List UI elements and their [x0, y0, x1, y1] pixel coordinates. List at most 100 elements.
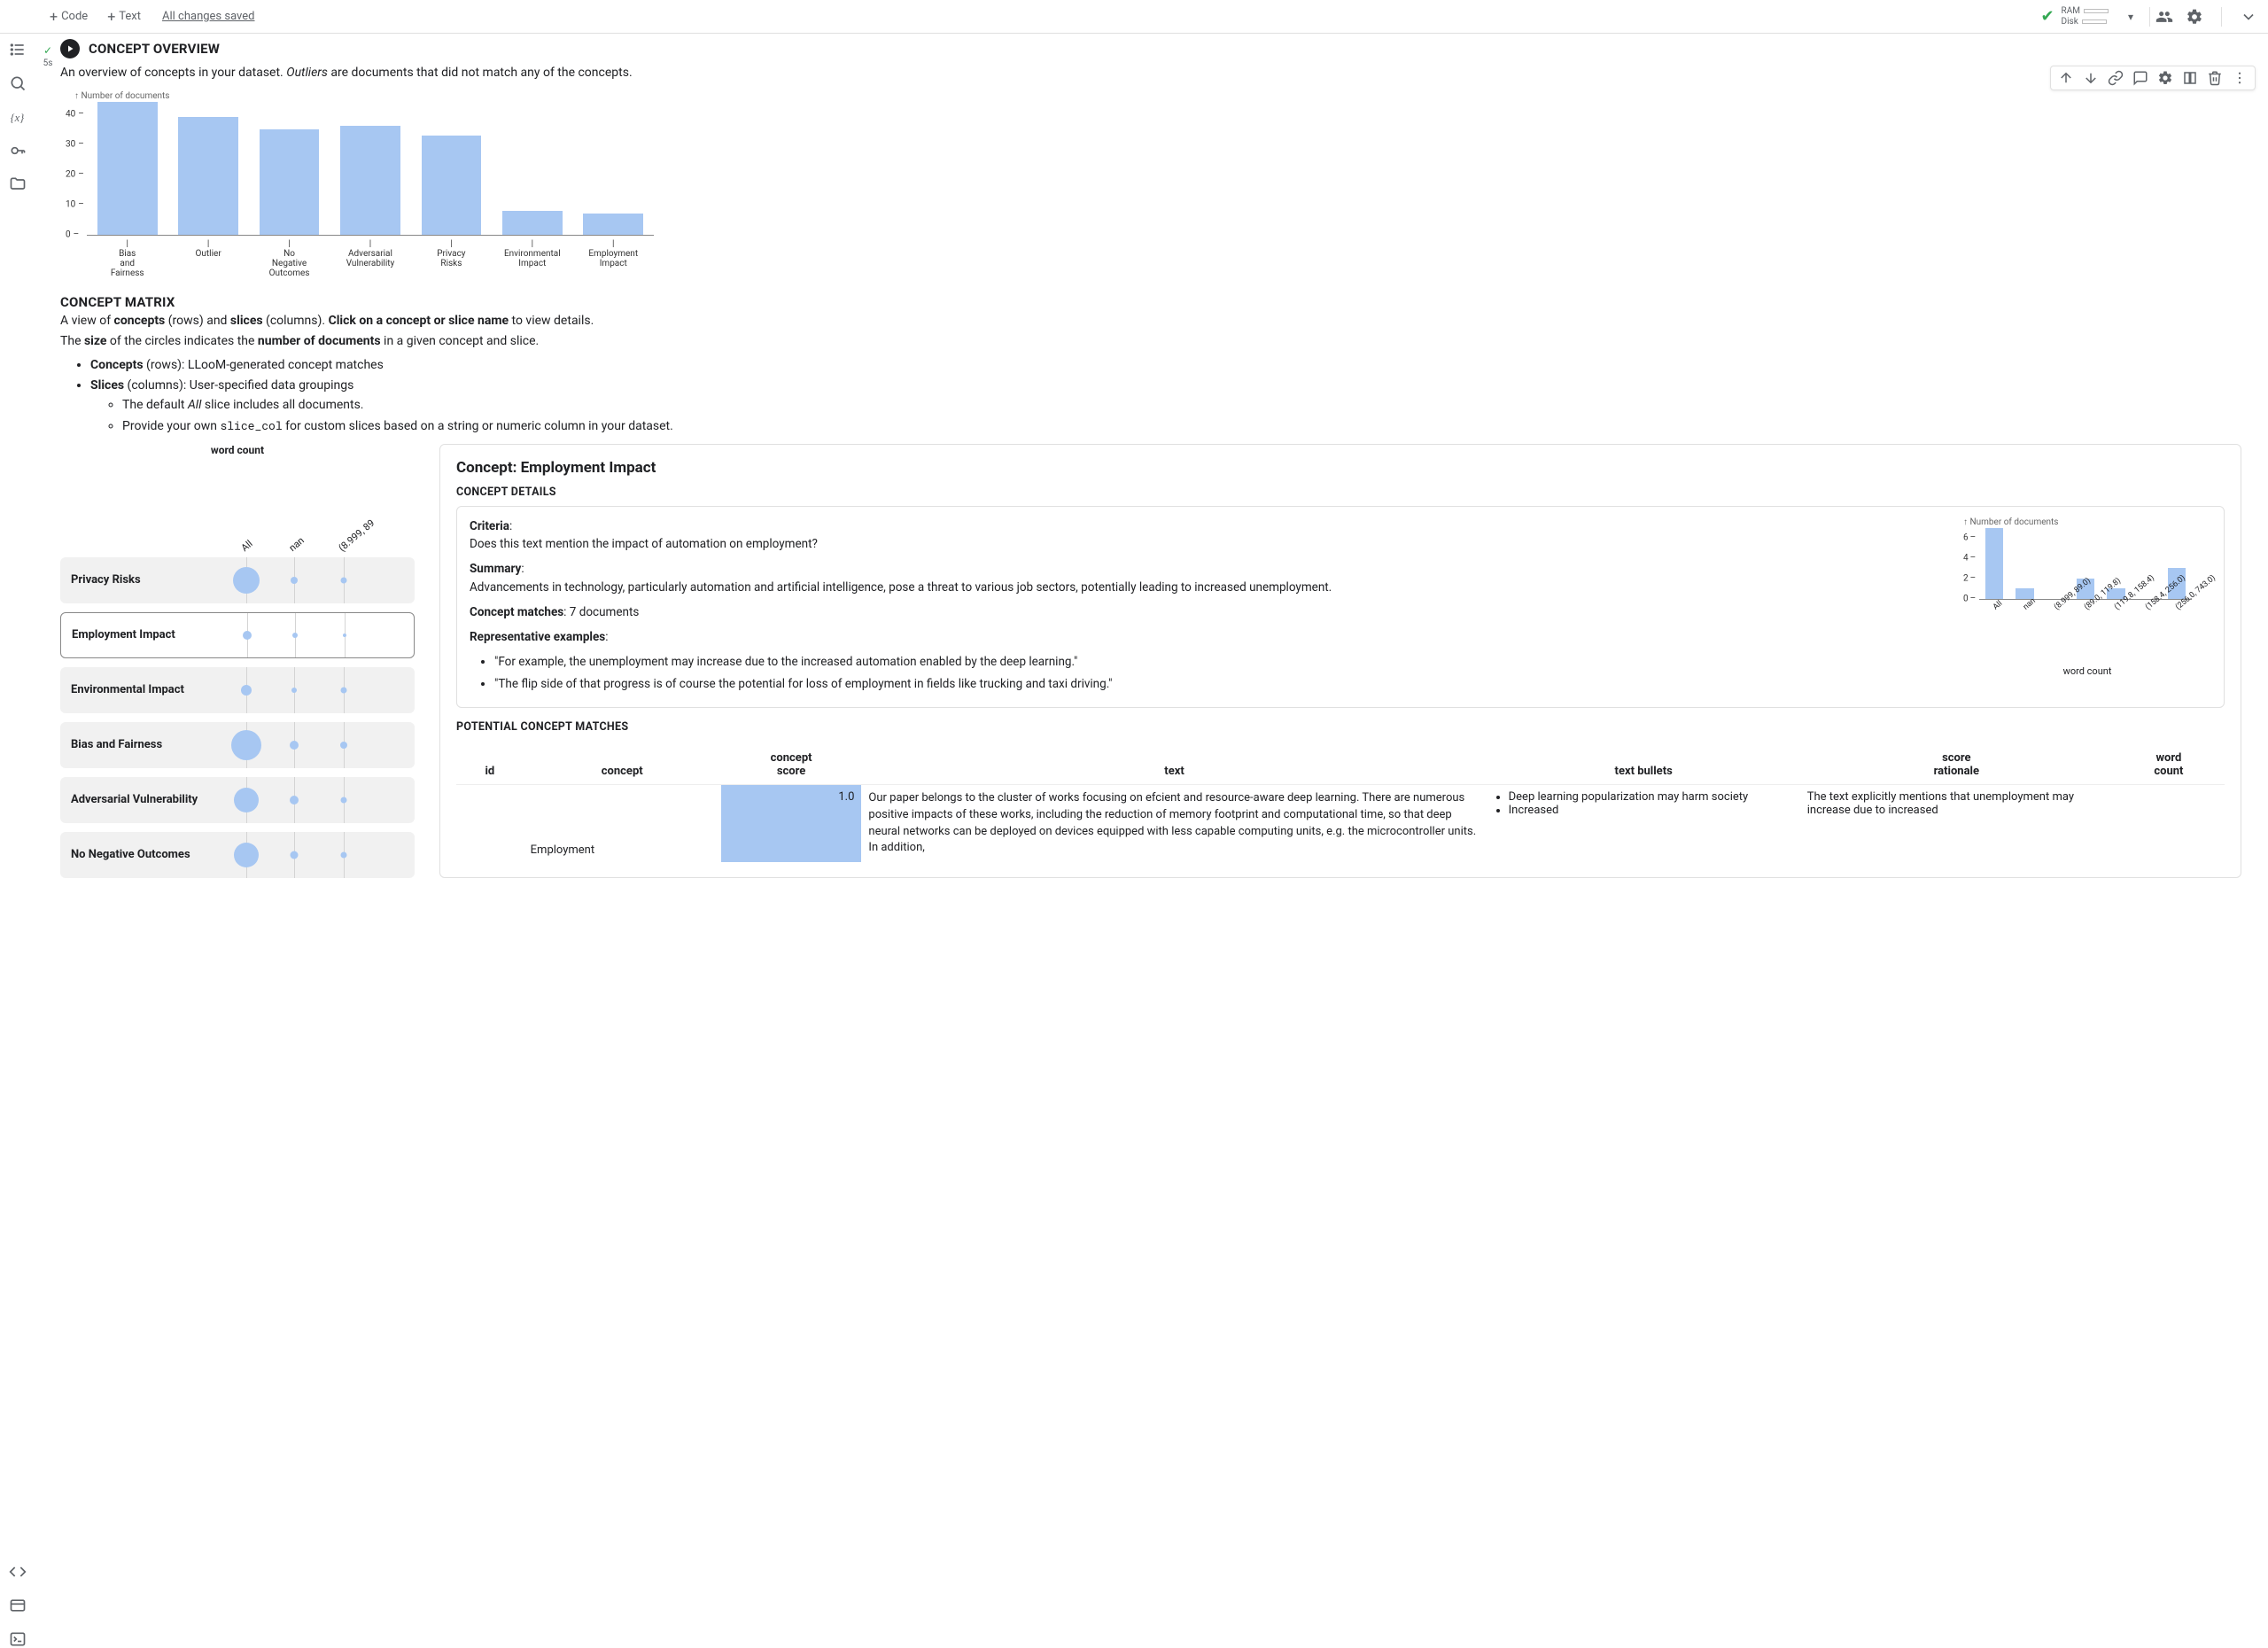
table-header: id	[456, 746, 524, 785]
table-header: text bullets	[1487, 746, 1800, 785]
bar	[340, 126, 400, 235]
x-label: |EmploymentImpact	[573, 236, 654, 278]
comment-icon[interactable]	[2132, 70, 2148, 86]
output-icon[interactable]	[9, 1597, 27, 1614]
bar	[583, 214, 643, 235]
matrix-bubble	[341, 577, 347, 583]
cell-text: Our paper belongs to the cluster of work…	[861, 784, 1487, 862]
top-toolbar: + Code + Text All changes saved ✔︎ RAM D…	[0, 0, 2268, 34]
chart-ylabel: Number of documents	[74, 91, 2241, 101]
add-code-button[interactable]: + Code	[43, 6, 95, 27]
x-label: |PrivacyRisks	[411, 236, 492, 278]
share-icon[interactable]	[2155, 8, 2173, 26]
disk-label: Disk	[2062, 17, 2078, 27]
table-header: wordcount	[2113, 746, 2225, 785]
matrix-bubble	[292, 633, 298, 638]
plus-icon: +	[107, 10, 115, 24]
cell-concept: Employment	[524, 784, 721, 862]
cell-bullets: Deep learning popularization may harm so…	[1487, 784, 1800, 862]
chevron-down-icon[interactable]	[2240, 8, 2257, 26]
detail-heading: Concept: Employment Impact	[456, 459, 2225, 477]
matrix-bubble	[241, 685, 252, 696]
matrix-col-label[interactable]: nan	[287, 534, 307, 554]
move-up-icon[interactable]	[2058, 70, 2074, 86]
cell-id	[456, 784, 524, 862]
toc-icon[interactable]	[9, 41, 27, 58]
runtime-status[interactable]: ✔︎ RAM Disk ▾	[2040, 6, 2139, 27]
delete-icon[interactable]	[2207, 70, 2223, 86]
exec-time: 5s	[43, 58, 53, 68]
cell-score: 1.0	[721, 784, 862, 862]
matrix-p2: The size of the circles indicates the nu…	[60, 332, 2241, 351]
add-text-button[interactable]: + Text	[100, 6, 148, 27]
toolbar-divider	[2221, 7, 2222, 27]
key-icon[interactable]	[9, 142, 27, 159]
detail-section2: POTENTIAL CONCEPT MATCHES	[456, 720, 2225, 734]
matrix-bubble	[341, 687, 347, 693]
matrix-bubble	[341, 797, 347, 803]
more-icon[interactable]	[2232, 70, 2248, 86]
x-label: |EnvironmentalImpact	[492, 236, 572, 278]
runtime-caret-icon[interactable]: ▾	[2128, 11, 2133, 23]
example-item: "For example, the unemployment may incre…	[494, 653, 1947, 671]
matrix-row-name: No Negative Outcomes	[71, 848, 220, 861]
matrix-row[interactable]: Environmental Impact	[60, 667, 415, 713]
matrix-row[interactable]: Bias and Fairness	[60, 722, 415, 768]
bar	[178, 117, 238, 235]
bar	[422, 136, 482, 236]
concept-detail-panel: Concept: Employment Impact CONCEPT DETAI…	[439, 444, 2241, 878]
disk-meter	[2082, 19, 2107, 24]
cell-gutter: ✓ 5s	[35, 39, 60, 878]
search-icon[interactable]	[9, 74, 27, 92]
x-label: |BiasandFairness	[87, 236, 167, 278]
plus-icon: +	[50, 10, 58, 24]
matrix-row[interactable]: No Negative Outcomes	[60, 832, 415, 878]
code-icon[interactable]	[9, 1563, 27, 1581]
link-icon[interactable]	[2108, 70, 2124, 86]
settings-icon[interactable]	[2157, 70, 2173, 86]
matrix-bullets: Concepts (rows): LLooM-generated concept…	[90, 356, 2241, 437]
matrix-bubble	[291, 851, 299, 859]
bar	[97, 102, 158, 235]
matrix-row[interactable]: Adversarial Vulnerability	[60, 777, 415, 823]
bar	[260, 129, 320, 235]
matrix-bubble	[234, 843, 259, 867]
matrix-axis-title: word count	[60, 444, 415, 456]
matrix-row[interactable]: Employment Impact	[60, 612, 415, 658]
x-label: |AdversarialVulnerability	[330, 236, 410, 278]
matches-table: idconceptconceptscoretexttext bulletssco…	[456, 746, 2225, 863]
ram-label: RAM	[2062, 6, 2080, 16]
matrix-title: CONCEPT MATRIX	[60, 294, 2241, 310]
toolbar-divider	[2149, 7, 2150, 27]
x-label: |Outlier	[167, 236, 248, 278]
left-rail: {x}	[0, 34, 35, 1648]
resource-meter: RAM Disk	[2062, 6, 2109, 27]
gear-icon[interactable]	[2186, 8, 2203, 26]
table-header: scorerationale	[1800, 746, 2113, 785]
save-status[interactable]: All changes saved	[162, 10, 255, 23]
table-header: conceptscore	[721, 746, 862, 785]
matrix-bubble	[341, 851, 347, 858]
bar	[502, 211, 563, 235]
run-button[interactable]	[60, 39, 80, 58]
matrix-p1: A view of concepts (rows) and slices (co…	[60, 312, 2241, 330]
check-icon: ✓	[43, 44, 52, 57]
folder-icon[interactable]	[9, 175, 27, 193]
terminal-icon[interactable]	[9, 1630, 27, 1648]
matrix-bubble	[231, 730, 261, 760]
x-label: |NoNegativeOutcomes	[249, 236, 330, 278]
detail-mini-chart: Number of documents 0246 Allnan(8.999, 8…	[1963, 517, 2211, 696]
matrix-row-name: Bias and Fairness	[71, 738, 220, 751]
matrix-row-name: Adversarial Vulnerability	[71, 793, 220, 806]
matrix-bubble	[340, 742, 347, 749]
matrix-row[interactable]: Privacy Risks	[60, 557, 415, 603]
matrix-bubble	[234, 788, 259, 812]
matrix-col-label[interactable]: (8.999, 89	[337, 517, 377, 554]
matrix-col-label[interactable]: All	[239, 538, 255, 554]
matrix-bubble	[290, 741, 299, 750]
move-down-icon[interactable]	[2083, 70, 2099, 86]
notebook-content: ✓ 5s CONCEPT OVERVIEW An overview of con…	[35, 34, 2268, 1648]
mirror-icon[interactable]	[2182, 70, 2198, 86]
variables-icon[interactable]: {x}	[9, 108, 27, 126]
matrix-bubble	[243, 631, 252, 640]
